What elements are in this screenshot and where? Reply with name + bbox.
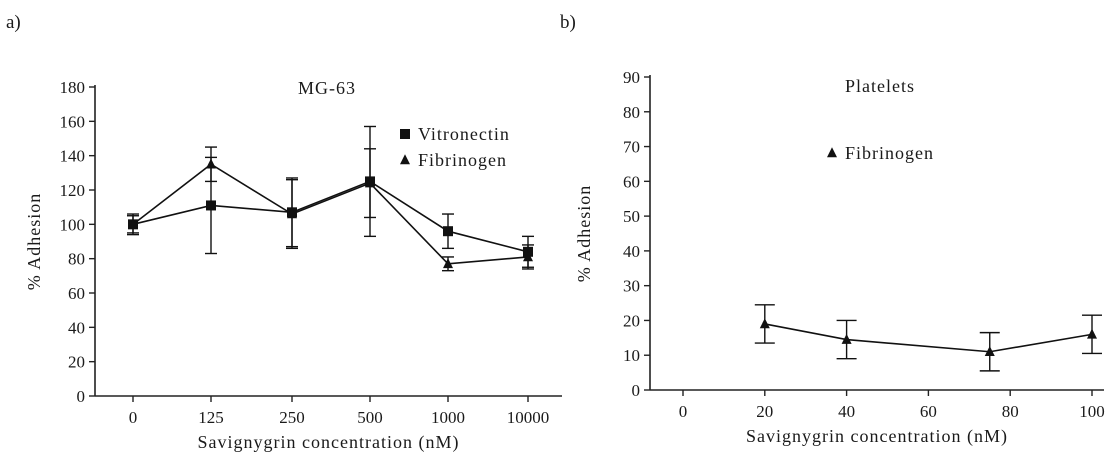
legend-label-vitronectin: Vitronectin xyxy=(418,124,510,144)
x-tick-label: 250 xyxy=(279,408,305,427)
x-tick-label: 500 xyxy=(357,408,383,427)
y-tick-label: 10 xyxy=(623,346,640,365)
chart-panel-a: a) 0 20 40 60 80 100 120 140 160 180 0 125 250 500 1000… xyxy=(6,12,562,453)
y-tick-label: 0 xyxy=(632,381,641,400)
legend-marker-fibrinogen xyxy=(400,154,410,165)
data-point-fibrinogen xyxy=(759,318,770,329)
x-tick-label: 80 xyxy=(1002,402,1019,421)
y-tick-label: 160 xyxy=(60,112,86,131)
y-axis-label: % Adhesion xyxy=(24,193,44,291)
x-tick-label: 0 xyxy=(679,402,688,421)
chart-title: MG-63 xyxy=(298,78,356,98)
legend-label-fibrinogen: Fibrinogen xyxy=(845,143,934,163)
data-point-fibrinogen xyxy=(365,177,375,188)
x-axis-label: Savignygrin concentration (nM) xyxy=(198,432,460,453)
x-tick-label: 40 xyxy=(838,402,855,421)
y-tick-label: 30 xyxy=(623,277,640,296)
y-tick-label: 0 xyxy=(77,387,86,406)
y-tick-label: 180 xyxy=(60,78,86,97)
x-tick-label: 60 xyxy=(920,402,937,421)
x-tick-label: 0 xyxy=(129,408,138,427)
y-tick-label: 70 xyxy=(623,138,640,157)
y-tick-label: 20 xyxy=(623,311,640,330)
y-tick-label: 60 xyxy=(623,172,640,191)
legend-marker-fibrinogen xyxy=(827,147,837,158)
data-point-vitronectin xyxy=(206,200,216,211)
y-tick-label: 80 xyxy=(68,250,85,269)
series-line-fibrinogen xyxy=(132,163,529,265)
y-tick-label: 50 xyxy=(623,207,640,226)
legend-marker-vitronectin xyxy=(400,129,410,139)
y-tick-label: 80 xyxy=(623,103,640,122)
data-point-fibrinogen xyxy=(1087,328,1097,339)
y-axis-label: % Adhesion xyxy=(574,185,594,283)
y-tick-label: 20 xyxy=(68,353,85,372)
chart-panel-b: b) 0 10 20 30 40 50 60 70 80 90 0 20 40 60 80 100 Savigny… xyxy=(560,12,1105,447)
data-point-fibrinogen xyxy=(984,346,995,357)
data-point-fibrinogen xyxy=(523,251,533,262)
x-tick-label: 10000 xyxy=(507,408,550,427)
panel-label: b) xyxy=(560,12,576,33)
x-axis-label: Savignygrin concentration (nM) xyxy=(746,426,1008,447)
data-point-fibrinogen xyxy=(287,208,297,219)
y-tick-label: 40 xyxy=(68,318,85,337)
data-point-fibrinogen xyxy=(206,158,216,169)
x-tick-label: 1000 xyxy=(431,408,465,427)
series-line-vitronectin xyxy=(132,180,529,253)
y-tick-label: 90 xyxy=(623,68,640,87)
panel-label: a) xyxy=(6,12,21,33)
y-tick-label: 140 xyxy=(60,147,86,166)
x-tick-label: 125 xyxy=(198,408,224,427)
x-tick-label: 100 xyxy=(1079,402,1105,421)
chart-title: Platelets xyxy=(845,76,915,96)
series-line-fibrinogen xyxy=(764,323,1093,353)
y-tick-label: 60 xyxy=(68,284,85,303)
y-tick-label: 120 xyxy=(60,181,86,200)
data-point-fibrinogen xyxy=(443,258,453,269)
data-point-fibrinogen xyxy=(128,218,138,229)
y-tick-label: 40 xyxy=(623,242,640,261)
data-point-fibrinogen xyxy=(841,333,852,344)
x-tick-label: 20 xyxy=(756,402,773,421)
data-point-vitronectin xyxy=(443,226,453,237)
y-tick-label: 100 xyxy=(60,215,86,234)
legend-label-fibrinogen: Fibrinogen xyxy=(418,150,507,170)
